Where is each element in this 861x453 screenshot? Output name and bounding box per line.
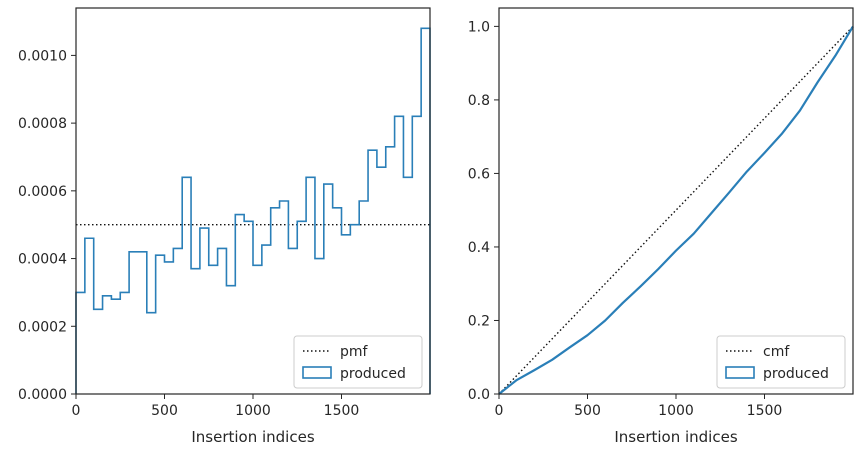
x-tick-label: 0 bbox=[495, 403, 504, 419]
legend: cmf produced bbox=[716, 335, 846, 389]
cmf-panel: 0 500 1000 1500 0.0 0.2 0.4 0.6 0.8 1.0 Insertion … bbox=[468, 7, 854, 446]
legend-box bbox=[716, 335, 846, 389]
legend-produced-swatch bbox=[725, 366, 755, 379]
pmf-histogram-panel: 0 500 1000 1500 0.0000 0.0002 0.0004 0.0006 0.00… bbox=[18, 7, 431, 446]
y-tick-label: 0.0010 bbox=[18, 48, 67, 64]
legend-ref-label: cmf bbox=[763, 344, 790, 360]
y-tick-label: 0.8 bbox=[468, 93, 490, 109]
produced-cdf-line bbox=[498, 25, 854, 395]
x-tick-label: 500 bbox=[574, 403, 601, 419]
y-tick-label: 0.0008 bbox=[18, 116, 67, 132]
x-axis-label: Insertion indices bbox=[191, 428, 314, 446]
y-tick-label: 0.2 bbox=[468, 313, 490, 329]
y-tick-label: 0.0004 bbox=[18, 252, 67, 268]
cmf-line bbox=[498, 25, 854, 395]
y-tick-label: 0.0 bbox=[468, 387, 490, 403]
legend-box bbox=[293, 335, 423, 389]
x-tick-label: 1500 bbox=[747, 403, 783, 419]
legend-produced-swatch bbox=[302, 366, 332, 379]
y-tick-label: 1.0 bbox=[468, 19, 490, 35]
y-tick-label: 0.6 bbox=[468, 166, 490, 182]
legend-ref-label: pmf bbox=[340, 344, 369, 360]
legend-produced-label: produced bbox=[340, 366, 406, 382]
produced-histogram-step bbox=[75, 27, 431, 394]
x-tick-label: 0 bbox=[72, 403, 81, 419]
y-tick-label: 0.0006 bbox=[18, 184, 67, 200]
x-tick-label: 1000 bbox=[235, 403, 271, 419]
x-tick-label: 500 bbox=[151, 403, 178, 419]
x-tick-label: 1500 bbox=[324, 403, 360, 419]
y-tick-label: 0.4 bbox=[468, 240, 490, 256]
y-tick-label: 0.0000 bbox=[18, 387, 67, 403]
legend-produced-label: produced bbox=[763, 366, 829, 382]
x-axis-label: Insertion indices bbox=[614, 428, 737, 446]
x-tick-label: 1000 bbox=[658, 403, 694, 419]
legend: pmf produced bbox=[293, 335, 423, 389]
y-tick-label: 0.0002 bbox=[18, 319, 67, 335]
